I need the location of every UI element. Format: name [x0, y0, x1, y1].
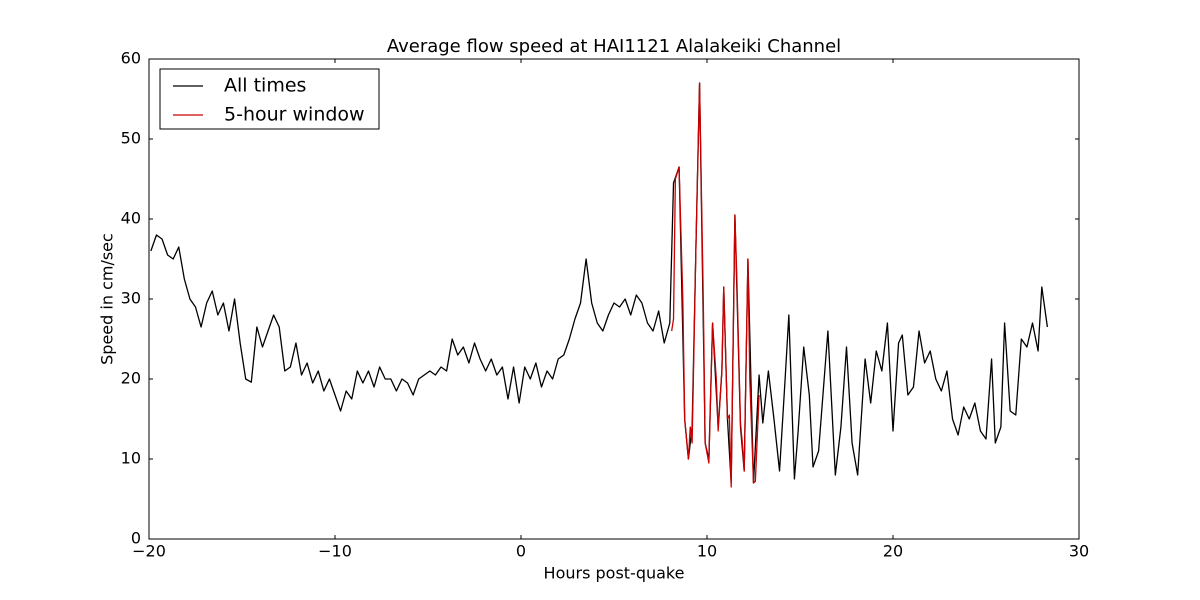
legend-label: All times — [224, 75, 306, 97]
y-tick-label: 30 — [121, 289, 141, 308]
legend-box — [159, 68, 380, 130]
y-tick-label: 0 — [131, 529, 141, 548]
chart-title: Average flow speed at HAI1121 Alalakeiki… — [387, 36, 841, 57]
y-tick-label: 40 — [121, 209, 141, 228]
y-tick-label: 50 — [121, 129, 141, 148]
series-line — [671, 82, 760, 488]
legend-label: 5-hour window — [224, 104, 365, 126]
x-tick-label: −10 — [318, 542, 352, 561]
x-tick-label: 30 — [1069, 542, 1089, 561]
x-tick-label: 0 — [516, 542, 526, 561]
x-tick-label: 20 — [883, 542, 903, 561]
series-line — [150, 82, 1049, 484]
y-axis-label: Speed in cm/sec — [98, 233, 117, 365]
x-tick-label: −20 — [132, 542, 166, 561]
plot-frame — [148, 58, 1080, 540]
y-tick-label: 10 — [121, 449, 141, 468]
x-axis-label: Hours post-quake — [544, 564, 685, 583]
x-tick-label: 10 — [697, 542, 717, 561]
y-tick-label: 20 — [121, 369, 141, 388]
y-tick-label: 60 — [121, 49, 141, 68]
